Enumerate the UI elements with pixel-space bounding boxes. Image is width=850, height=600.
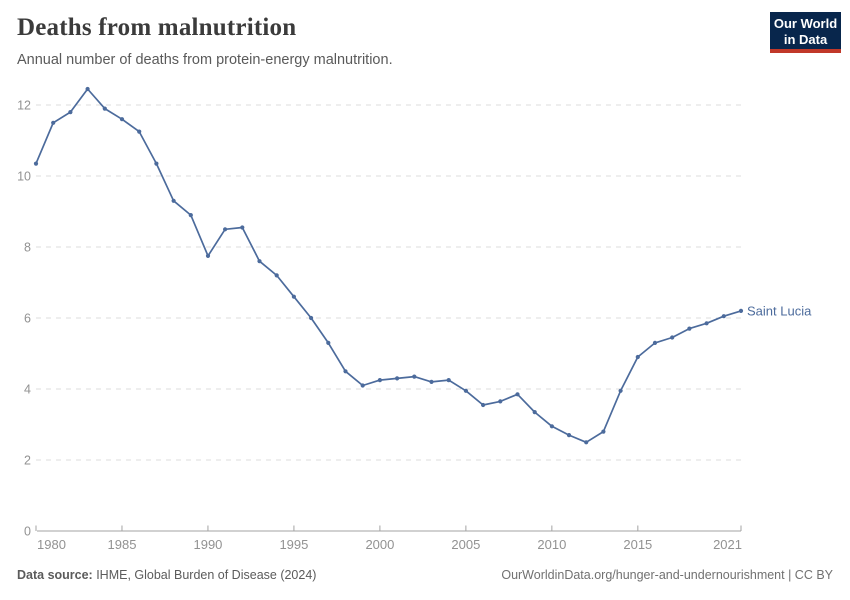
data-point xyxy=(154,161,159,166)
data-point xyxy=(240,225,245,230)
series-line xyxy=(35,88,742,444)
chart-subtitle: Annual number of deaths from protein-ene… xyxy=(17,52,393,68)
x-tick-label: 1980 xyxy=(37,537,66,552)
x-tick-label: 1985 xyxy=(108,537,137,552)
data-point xyxy=(463,388,468,393)
x-tick-label: 1990 xyxy=(193,537,222,552)
data-point xyxy=(738,308,744,313)
data-point xyxy=(274,273,279,278)
data-point xyxy=(515,392,520,397)
data-point xyxy=(687,326,692,331)
data-point xyxy=(566,433,572,438)
y-gridlines xyxy=(36,104,741,532)
data-point xyxy=(171,198,176,203)
data-point xyxy=(137,129,142,134)
data-point xyxy=(395,376,400,381)
data-point xyxy=(635,354,640,360)
data-source-note: Data source: IHME, Global Burden of Dise… xyxy=(17,568,316,582)
data-point xyxy=(102,106,107,111)
x-tick-label: 2005 xyxy=(451,537,480,552)
data-point xyxy=(584,440,589,445)
data-point xyxy=(257,259,262,264)
credit-link: OurWorldinData.org/hunger-and-undernouri… xyxy=(501,568,833,582)
data-point xyxy=(33,161,39,166)
data-point xyxy=(481,402,486,408)
y-tick-label: 4 xyxy=(24,383,31,397)
data-point xyxy=(343,369,348,374)
y-tick-labels: 0 2 4 6 8 10 12 xyxy=(17,99,31,539)
y-tick-label: 0 xyxy=(24,525,31,539)
data-point xyxy=(85,86,90,92)
x-ticks xyxy=(35,525,742,531)
owid-logo: Our World in Data xyxy=(770,12,841,53)
x-tick-label: 2021 xyxy=(713,537,742,552)
y-tick-label: 12 xyxy=(17,99,31,113)
data-point xyxy=(119,117,125,122)
x-tick-label: 2010 xyxy=(537,537,566,552)
series-end-label: Saint Lucia xyxy=(747,303,812,318)
data-point xyxy=(618,388,623,393)
data-point xyxy=(309,315,314,321)
data-point xyxy=(721,314,726,319)
data-point xyxy=(326,340,331,345)
data-point xyxy=(205,253,211,258)
data-point xyxy=(68,110,73,115)
data-point xyxy=(412,374,417,379)
data-point xyxy=(704,321,709,326)
series-point-markers xyxy=(33,86,744,445)
y-tick-label: 2 xyxy=(24,454,31,468)
data-point xyxy=(446,378,451,383)
data-point xyxy=(652,340,658,345)
data-point xyxy=(188,213,193,218)
x-tick-label: 2000 xyxy=(365,537,394,552)
data-point xyxy=(601,429,606,434)
data-point xyxy=(291,294,296,299)
data-point xyxy=(223,227,228,232)
data-point xyxy=(532,410,537,415)
data-point xyxy=(360,383,365,388)
owid-logo-line1: Our World xyxy=(773,16,838,31)
y-tick-label: 6 xyxy=(24,312,31,326)
x-tick-labels: 1980 1985 1990 1995 2000 2005 2010 2015 2021 xyxy=(37,537,742,552)
data-point xyxy=(51,120,56,125)
owid-logo-line2: in Data xyxy=(783,32,828,47)
x-tick-label: 2015 xyxy=(623,537,652,552)
x-tick-label: 1995 xyxy=(279,537,308,552)
chart-title: Deaths from malnutrition xyxy=(17,14,297,41)
data-point xyxy=(377,378,382,383)
data-point xyxy=(549,424,555,429)
data-point xyxy=(429,379,434,384)
y-tick-label: 10 xyxy=(17,170,31,184)
data-source-label: Data source: xyxy=(17,568,93,582)
data-point xyxy=(670,335,675,340)
data-point xyxy=(498,399,503,404)
data-source-text: IHME, Global Burden of Disease (2024) xyxy=(92,568,317,582)
y-tick-label: 8 xyxy=(24,241,31,255)
